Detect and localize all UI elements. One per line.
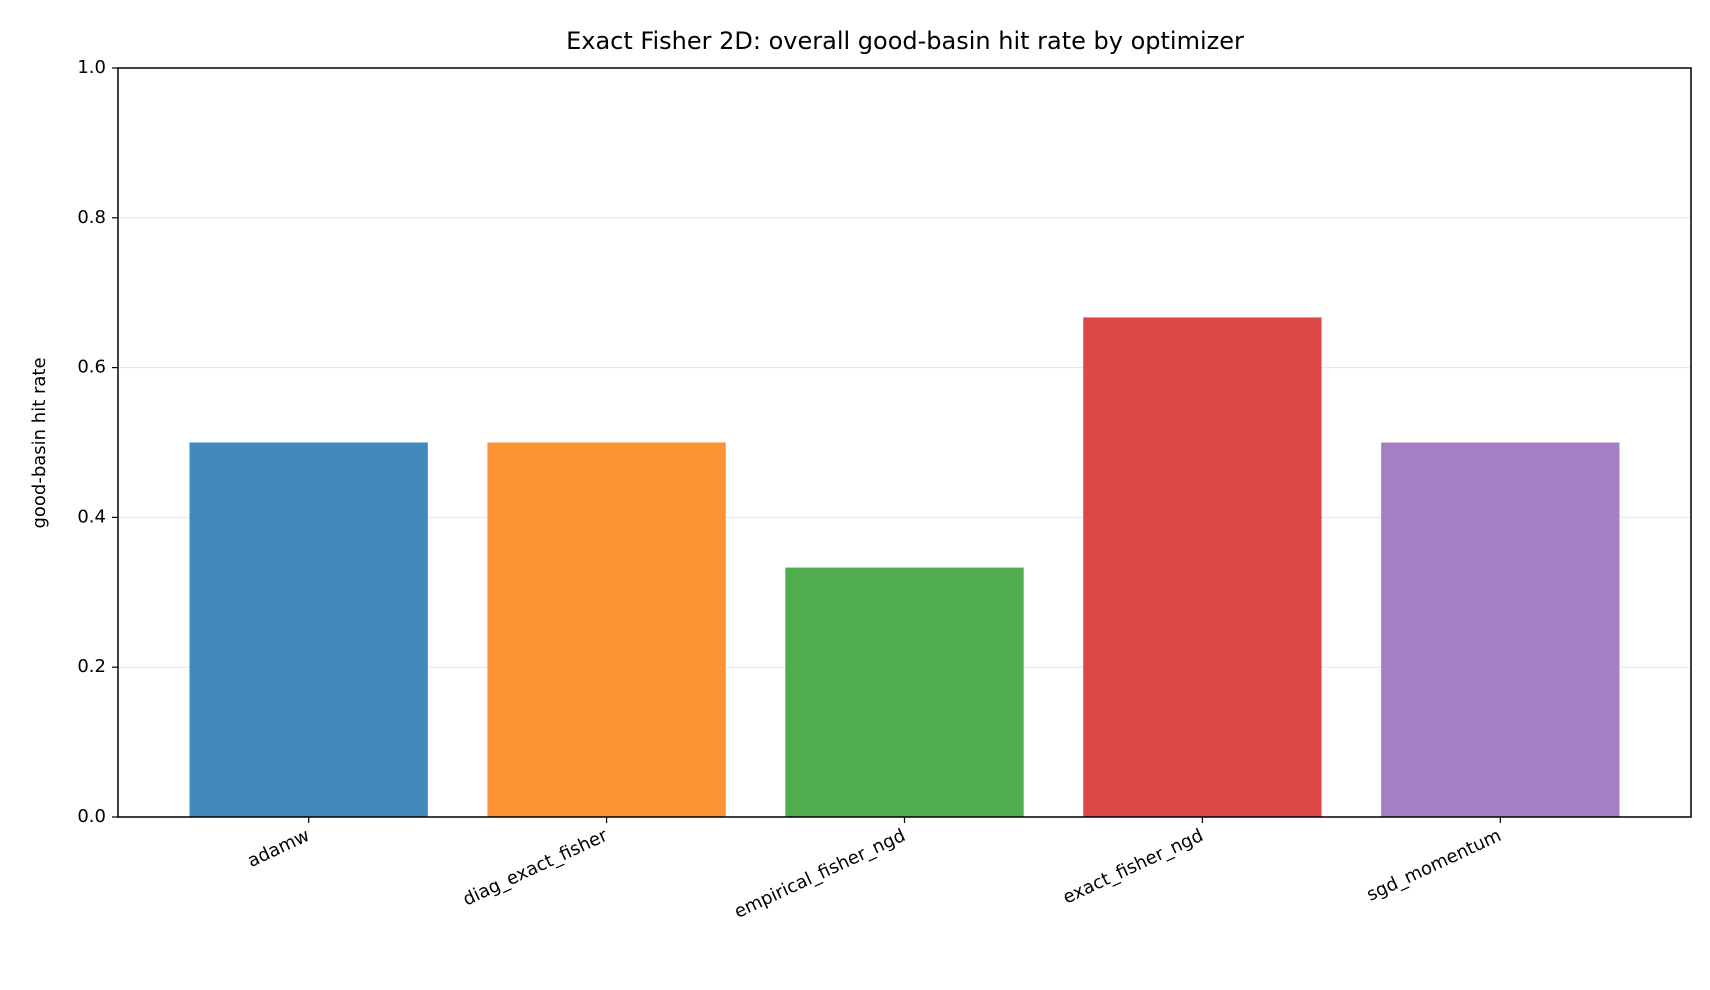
bar (785, 567, 1024, 817)
y-tick-label: 0.6 (77, 357, 106, 378)
chart-title: Exact Fisher 2D: overall good-basin hit … (566, 27, 1244, 55)
y-tick-label: 1.0 (77, 57, 106, 78)
bar (1083, 317, 1322, 817)
y-tick-label: 0.2 (77, 656, 106, 677)
plot-frame (117, 67, 1692, 818)
bar (189, 442, 428, 817)
x-tick-label: diag_exact_fisher (460, 825, 612, 911)
bar (1381, 442, 1620, 817)
y-tick-label: 0.8 (77, 207, 106, 228)
y-tick-label: 0.4 (77, 506, 106, 527)
y-axis-label: good-basin hit rate (29, 357, 50, 528)
x-tick-label: exact_fisher_ngd (1060, 825, 1207, 908)
x-tick-label: empirical_fisher_ngd (731, 825, 909, 923)
x-tick-label: sgd_momentum (1364, 825, 1505, 906)
x-tick-label: adamw (244, 825, 312, 872)
y-tick-label: 0.0 (77, 806, 106, 827)
bar (487, 442, 726, 817)
